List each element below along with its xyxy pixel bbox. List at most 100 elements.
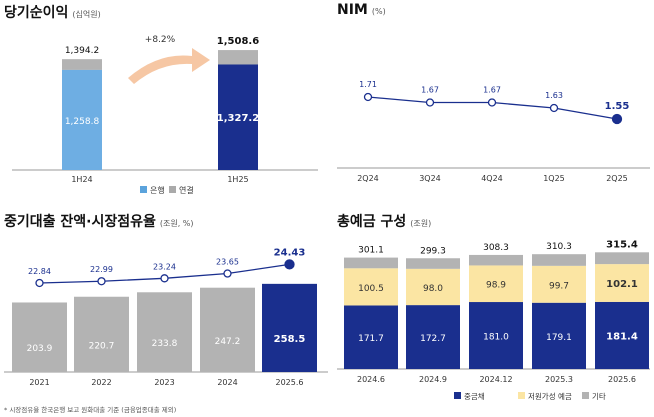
deposit-segment-2 xyxy=(469,254,523,266)
sme-loan-title: 중기대출 잔액·시장점유율 (조원, %) xyxy=(4,211,194,231)
deposit-segment-0 xyxy=(532,302,586,369)
deposit-segment-0 xyxy=(406,305,460,369)
deposit-total-label: 310.3 xyxy=(546,242,572,252)
legend-swatch-bank xyxy=(140,186,147,193)
nim-unit: (%) xyxy=(371,7,386,16)
deposit-segment-1 xyxy=(406,268,460,306)
share-data-label: 23.24 xyxy=(153,262,176,271)
deposit-total-label: 315.4 xyxy=(606,239,638,250)
growth-arrow-icon xyxy=(128,48,210,84)
deposit-segment-label: 99.7 xyxy=(549,281,569,291)
legend-swatch-1 xyxy=(518,392,525,399)
deposit-segment-2 xyxy=(532,254,586,266)
bar-consolidated-1H24 xyxy=(62,59,102,70)
nim-title: NIM (%) xyxy=(337,2,386,18)
x-tick-label: 2024.12 xyxy=(479,375,512,384)
x-tick-label: 1H25 xyxy=(227,175,248,184)
nim-data-label: 1.55 xyxy=(605,101,630,112)
deposit-segment-label: 98.0 xyxy=(423,284,443,294)
deposit-segment-label: 181.0 xyxy=(483,333,509,343)
deposit-segment-1 xyxy=(344,268,398,306)
nim-data-label: 1.63 xyxy=(545,91,563,100)
deposit-title-text: 총예금 구성 xyxy=(337,214,407,230)
x-tick-label: 2024.9 xyxy=(419,375,447,384)
legend-swatch-2 xyxy=(582,392,589,399)
deposit-segment-0 xyxy=(344,305,398,369)
loan-bar xyxy=(262,283,317,372)
nim-point xyxy=(549,103,559,113)
deposit-segment-label: 171.7 xyxy=(358,334,384,344)
x-tick-label: 2024.6 xyxy=(357,375,385,384)
total-value-label: 1,508.6 xyxy=(217,36,259,47)
nim-point xyxy=(611,113,623,125)
bar-consolidated-1H25 xyxy=(218,50,258,65)
loan-bar-label: 258.5 xyxy=(274,334,306,345)
loan-bar-label: 220.7 xyxy=(89,341,115,351)
deposit-segment-2 xyxy=(344,257,398,269)
share-point xyxy=(160,274,169,283)
deposit-segment-label: 102.1 xyxy=(606,279,638,290)
total-value-label: 1,394.2 xyxy=(65,46,99,56)
nim-point xyxy=(487,98,497,107)
legend-label-bank: 은행 xyxy=(150,185,165,195)
deposit-segment-label: 98.9 xyxy=(486,281,506,291)
nim-data-label: 1.67 xyxy=(483,86,501,95)
x-tick-label: 2024 xyxy=(217,378,237,387)
share-data-label: 23.65 xyxy=(216,258,239,267)
nim-data-label: 1.71 xyxy=(359,80,377,89)
x-tick-label: 2023 xyxy=(154,378,174,387)
bank-value-label: 1,327.2 xyxy=(217,113,259,124)
deposit-segment-2 xyxy=(595,252,649,265)
loan-bar xyxy=(74,296,129,372)
loan-bar xyxy=(137,292,192,372)
share-point xyxy=(223,269,232,278)
x-tick-label: 2022 xyxy=(91,378,111,387)
loan-bar xyxy=(12,302,67,372)
loan-bar-label: 233.8 xyxy=(152,339,178,349)
deposit-segment-label: 172.7 xyxy=(420,334,446,344)
net-income-unit: (십억원) xyxy=(72,10,101,19)
x-tick-label: 4Q24 xyxy=(481,174,503,183)
loan-bar-label: 203.9 xyxy=(27,344,53,354)
deposit-total-label: 299.3 xyxy=(420,246,446,256)
legend-swatch-consolidated xyxy=(169,186,176,193)
legend-label-0: 중금채 xyxy=(464,391,485,401)
x-tick-label: 2021 xyxy=(29,378,49,387)
net-income-title-text: 당기순이익 xyxy=(4,5,69,21)
sme-loan-unit: (조원, %) xyxy=(159,219,194,228)
legend-label-2: 기타 xyxy=(592,392,606,401)
share-point xyxy=(97,277,106,286)
deposit-segment-0 xyxy=(469,302,523,369)
deposit-segment-2 xyxy=(406,258,460,269)
sme-loan-footnote: * 시장점유율 한국은행 보고 원화대출 기준 (금융업종대출 제외) xyxy=(4,406,177,414)
deposit-segment-1 xyxy=(469,265,523,303)
deposit-segment-1 xyxy=(532,265,586,303)
deposit-total-label: 301.1 xyxy=(358,246,384,256)
bar-bank-1H25 xyxy=(218,64,258,170)
nim-point xyxy=(363,92,373,102)
x-tick-label: 2Q24 xyxy=(357,174,379,183)
nim-series-line xyxy=(367,96,618,120)
share-point xyxy=(284,259,295,270)
deposit-segment-label: 100.5 xyxy=(358,284,384,294)
net-income-title: 당기순이익 (십억원) xyxy=(4,2,101,22)
loan-bar-label: 247.2 xyxy=(215,337,241,347)
sme-loan-title-text: 중기대출 잔액·시장점유율 xyxy=(4,214,156,230)
bank-value-label: 1,258.8 xyxy=(65,117,100,127)
share-data-label: 24.43 xyxy=(274,247,306,258)
nim-data-label: 1.67 xyxy=(421,86,439,95)
deposit-segment-0 xyxy=(595,301,649,369)
share-point xyxy=(35,278,44,288)
x-tick-label: 1Q25 xyxy=(543,174,565,183)
deposit-segment-1 xyxy=(595,264,649,302)
deposit-total-label: 308.3 xyxy=(483,243,509,253)
x-tick-label: 2025.3 xyxy=(545,375,573,384)
legend-swatch-0 xyxy=(454,392,461,399)
deposit-segment-label: 181.4 xyxy=(606,331,638,342)
share-data-label: 22.84 xyxy=(28,267,51,276)
x-tick-label: 2025.6 xyxy=(608,375,636,384)
